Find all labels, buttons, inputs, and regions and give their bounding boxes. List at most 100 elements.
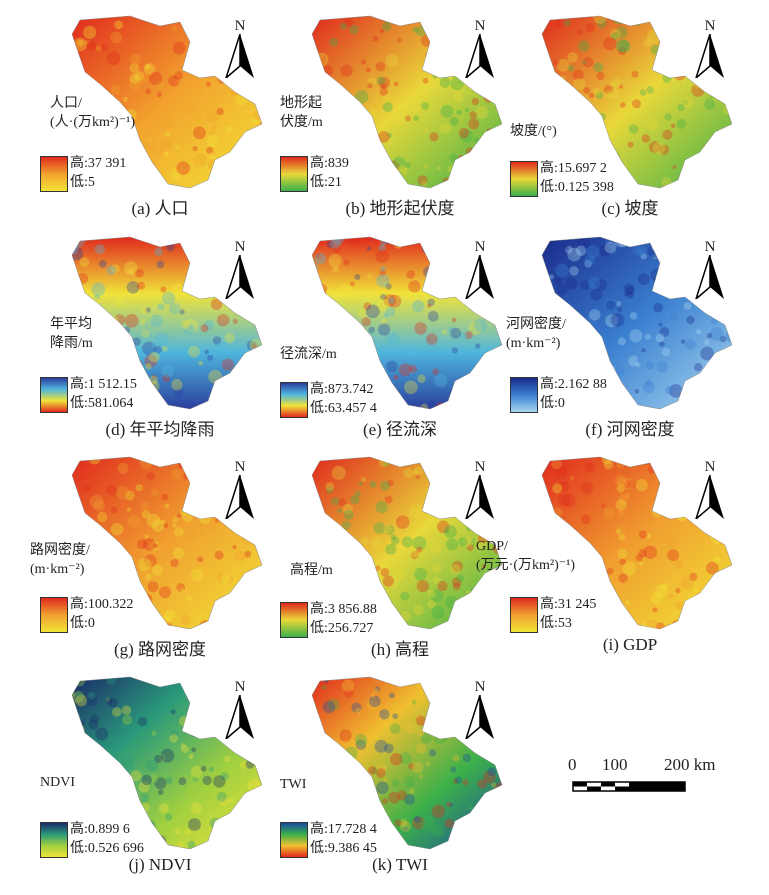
map-panel-elevation: N 高程/m 高:3 856.88 低:256.727 (h) 高程 bbox=[280, 453, 520, 663]
basin-map-river-density bbox=[541, 236, 733, 410]
basin-map-twi bbox=[311, 676, 503, 850]
map-panel-road-density: N 路网密度/ (m·km⁻²) 高:100.322 低:0 (g) 路网密度 bbox=[30, 453, 280, 663]
legend-color-ramp bbox=[510, 377, 538, 413]
legend-high-value: 高:100.322 bbox=[70, 597, 134, 612]
legend-title-population: 人口/ (人·(万km²)⁻¹) bbox=[50, 96, 135, 130]
north-arrow-icon: N bbox=[690, 18, 730, 78]
basin-map-relief bbox=[311, 15, 503, 189]
legend-low-value: 低:581.064 bbox=[70, 396, 134, 411]
legend-low-value: 低:21 bbox=[310, 175, 342, 190]
caption-river-density: (f) 河网密度 bbox=[585, 420, 675, 439]
legend-color-ramp bbox=[280, 156, 308, 192]
legend-color-ramp bbox=[40, 377, 68, 413]
north-label: N bbox=[474, 679, 486, 695]
legend-title-twi: TWI bbox=[280, 777, 307, 792]
north-label: N bbox=[234, 679, 246, 695]
map-panel-runoff: N 径流深/m 高:873.742 低:63.457 4 (e) 径流深 bbox=[280, 233, 520, 443]
legend-color-ramp bbox=[40, 597, 68, 633]
scale-bar: 0 100 200 km bbox=[568, 755, 732, 805]
legend-high-value: 高:873.742 bbox=[310, 382, 374, 397]
map-panel-slope: N 坡度/(°) 高:15.697 2 低:0.125 398 (c) 坡度 bbox=[510, 12, 750, 222]
legend-low-value: 低:0.526 696 bbox=[70, 841, 144, 856]
caption-ndvi: (j) NDVI bbox=[128, 855, 192, 874]
basin-map-road-density bbox=[71, 456, 263, 630]
caption-population: (a) 人口 bbox=[131, 199, 189, 218]
caption-road-density: (g) 路网密度 bbox=[113, 640, 207, 659]
north-label: N bbox=[234, 18, 246, 34]
map-panel-population: N 人口/ (人·(万km²)⁻¹) 高:37 391 低:5 (a) 人口 bbox=[40, 12, 280, 222]
north-label: N bbox=[474, 239, 486, 255]
legend-title-river-density: 河网密度/ (m·km⁻²) bbox=[506, 317, 566, 351]
north-label: N bbox=[234, 239, 246, 255]
basin-map-slope bbox=[541, 15, 733, 189]
legend-low-value: 低:0 bbox=[70, 616, 95, 631]
legend-title-gdp: GDP/ (万元·(万km²)⁻¹) bbox=[476, 539, 575, 573]
legend-color-ramp bbox=[280, 602, 308, 638]
scale-label-200: 200 km bbox=[664, 755, 716, 774]
north-label: N bbox=[474, 459, 486, 475]
map-panel-ndvi: N NDVI 高:0.899 6 低:0.526 696 (j) NDVI bbox=[40, 673, 280, 883]
north-arrow-icon: N bbox=[220, 679, 260, 739]
legend-high-value: 高:37 391 bbox=[70, 156, 127, 171]
north-label: N bbox=[474, 18, 486, 34]
legend-high-value: 高:839 bbox=[310, 156, 349, 171]
north-arrow-icon: N bbox=[220, 18, 260, 78]
legend-title-runoff: 径流深/m bbox=[280, 347, 337, 362]
map-panel-gdp: N GDP/ (万元·(万km²)⁻¹) 高:31 245 低:53 (i) GD… bbox=[476, 453, 750, 663]
legend-low-value: 低:5 bbox=[70, 175, 95, 190]
legend-high-value: 高:0.899 6 bbox=[70, 822, 130, 837]
basin-map-rainfall bbox=[71, 236, 263, 410]
legend-low-value: 低:53 bbox=[540, 616, 572, 631]
caption-twi: (k) TWI bbox=[372, 855, 428, 874]
legend-title-road-density: 路网密度/ (m·km⁻²) bbox=[30, 543, 90, 577]
map-panel-relief: N 地形起 伏度/m 高:839 低:21 (b) 地形起伏度 bbox=[280, 12, 520, 222]
north-arrow-icon: N bbox=[220, 239, 260, 299]
legend-high-value: 高:1 512.15 bbox=[70, 377, 137, 392]
legend-high-value: 高:17.728 4 bbox=[310, 822, 377, 837]
legend-color-ramp bbox=[280, 822, 308, 858]
legend-title-relief: 地形起 伏度/m bbox=[280, 96, 323, 130]
legend-title-slope: 坡度/(°) bbox=[510, 124, 557, 139]
caption-relief: (b) 地形起伏度 bbox=[345, 199, 455, 218]
basin-map-runoff bbox=[311, 236, 503, 410]
north-arrow-icon: N bbox=[460, 239, 500, 299]
legend-color-ramp bbox=[40, 822, 68, 858]
legend-title-elevation: 高程/m bbox=[290, 563, 333, 578]
north-label: N bbox=[704, 18, 716, 34]
map-panel-rainfall: N 年平均 降雨/m 高:1 512.15 低:581.064 (d) 年平均降雨 bbox=[40, 233, 280, 443]
map-panel-twi: N TWI 高:17.728 4 低:9.386 45 (k) TWI bbox=[280, 673, 520, 883]
basin-map-elevation bbox=[311, 456, 503, 630]
legend-high-value: 高:15.697 2 bbox=[540, 161, 607, 176]
legend-high-value: 高:31 245 bbox=[540, 597, 597, 612]
caption-slope: (c) 坡度 bbox=[601, 199, 659, 218]
legend-high-value: 高:2.162 88 bbox=[540, 377, 607, 392]
basin-map-gdp bbox=[541, 456, 733, 630]
legend-color-ramp bbox=[510, 161, 538, 197]
legend-title-ndvi: NDVI bbox=[40, 775, 75, 790]
legend-color-ramp bbox=[510, 597, 538, 633]
north-arrow-icon: N bbox=[220, 459, 260, 519]
north-arrow-icon: N bbox=[690, 239, 730, 299]
north-arrow-icon: N bbox=[460, 459, 500, 519]
legend-low-value: 低:0 bbox=[540, 396, 565, 411]
north-label: N bbox=[704, 239, 716, 255]
scale-label-100: 100 bbox=[602, 755, 628, 774]
north-arrow-icon: N bbox=[460, 18, 500, 78]
legend-low-value: 低:0.125 398 bbox=[540, 180, 614, 195]
legend-color-ramp bbox=[40, 156, 68, 192]
legend-low-value: 低:63.457 4 bbox=[310, 401, 377, 416]
legend-title-rainfall: 年平均 降雨/m bbox=[50, 317, 93, 351]
caption-runoff: (e) 径流深 bbox=[362, 420, 438, 439]
north-label: N bbox=[234, 459, 246, 475]
legend-low-value: 低:256.727 bbox=[310, 621, 374, 636]
scale-label-0: 0 bbox=[568, 755, 577, 774]
basin-map-ndvi bbox=[71, 676, 263, 850]
caption-elevation: (h) 高程 bbox=[370, 640, 430, 659]
legend-high-value: 高:3 856.88 bbox=[310, 602, 377, 617]
scale-bar-graphic bbox=[572, 781, 686, 792]
legend-low-value: 低:9.386 45 bbox=[310, 841, 377, 856]
caption-gdp: (i) GDP bbox=[602, 635, 658, 654]
basin-map-population bbox=[71, 15, 263, 189]
north-arrow-icon: N bbox=[690, 459, 730, 519]
legend-color-ramp bbox=[280, 382, 308, 418]
